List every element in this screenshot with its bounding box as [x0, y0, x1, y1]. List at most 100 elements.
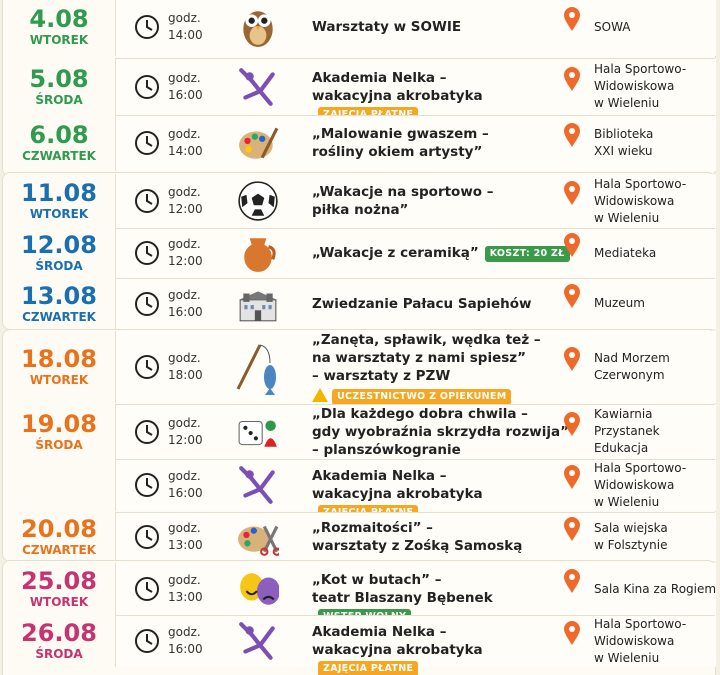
title-line: „Rozmaitości” – [312, 519, 433, 536]
time: godz. 16:00 [168, 624, 203, 658]
time-value: 16:00 [168, 486, 203, 500]
location-line: w Wieleniu [594, 650, 660, 665]
icon [239, 622, 275, 660]
row-separator [115, 228, 715, 229]
clock-icon [135, 189, 159, 213]
location-line: Hala Sportowo- [594, 176, 687, 191]
weekday: CZWARTEK [22, 309, 96, 324]
time: godz. 16:00 [168, 287, 203, 321]
pin-icon [564, 283, 580, 308]
time-label: godz. [168, 520, 201, 535]
pin-icon [564, 347, 580, 371]
clock-icon [135, 241, 159, 265]
clock-icon [135, 419, 159, 444]
location-line: Sala Kina za Rogiem [594, 581, 717, 596]
date: 20.08 [21, 514, 97, 543]
pin-icon [564, 516, 580, 541]
weekday: ŚRODA [35, 92, 83, 107]
title-line: „Dla każdego dobra chwila – [312, 405, 528, 422]
event-title: „Dla każdego dobra chwila – gdy wyobraźni… [312, 405, 572, 459]
date-cell: 20.08 CZWARTEK [0, 516, 118, 558]
title-line: „Wakacje z ceramiką” KOSZT: 20 ZŁ [312, 244, 572, 262]
location-line: Przystanek [594, 424, 660, 438]
row-separator [115, 459, 715, 460]
badge-line: UCZESTNICTWO Z OPIEKUNEM [312, 387, 572, 405]
date-cell: 13.08 CZWARTEK [0, 283, 118, 325]
time-label: godz. [168, 351, 201, 365]
location: Biblioteka XXI wieku [594, 126, 718, 160]
time-label: godz. [168, 11, 201, 25]
icon [238, 525, 279, 556]
time-label: godz. [168, 127, 201, 141]
location-line: Mediateka [594, 245, 657, 260]
pin-icon [564, 123, 580, 147]
time-value: 13:00 [168, 537, 203, 552]
title-line: Warsztaty w SOWIE [312, 19, 462, 35]
date-cell: 11.08 WTOREK [0, 180, 118, 222]
location-line: Biblioteka [594, 127, 654, 141]
location: Hala Sportowo- Widowiskowa w Wieleniu [594, 460, 718, 511]
date: 4.08 [29, 5, 89, 33]
date-cell: 5.08 ŚRODA [0, 66, 118, 108]
event-title: Akademia Nelka –wakacyjna akrobatykaZAJĘ… [312, 623, 572, 675]
date: 26.08 [21, 619, 97, 647]
location-line: Muzeum [594, 296, 645, 310]
weekday: ŚRODA [35, 437, 83, 452]
location-line: w Wieleniu [594, 494, 660, 509]
event-title: Akademia Nelka –wakacyjna akrobatykaZAJĘ… [312, 69, 572, 123]
time: godz. 14:00 [168, 10, 203, 44]
location-line: Hala Sportowo- [594, 460, 687, 475]
title-line: Akademia Nelka – [312, 69, 447, 86]
time-label: godz. [168, 573, 201, 587]
location-line: XXI wieku [594, 144, 653, 158]
time: godz. 18:00 [168, 350, 203, 384]
date-cell: 4.08 WTOREK [0, 6, 118, 48]
location-line: w Folsztynie [594, 537, 668, 552]
location: SOWA [594, 19, 718, 36]
clock-icon [135, 291, 159, 316]
badge: UCZESTNICTWO Z OPIEKUNEM [332, 389, 512, 405]
weekday: WTOREK [29, 33, 89, 47]
event-title: „Wakacje na sportowo – piłka nożna” [312, 183, 572, 219]
time-value: 13:00 [168, 590, 203, 604]
location: Kawiarnia Przystanek Edukacja [594, 406, 718, 457]
date: 6.08 [29, 121, 89, 149]
day-card [115, 174, 716, 228]
date-cell: 26.08 ŚRODA [0, 620, 118, 662]
date-cell: 25.08 WTOREK [0, 568, 118, 610]
time-label: godz. [168, 625, 201, 639]
time-label: godz. [168, 287, 201, 302]
row-separator [115, 404, 715, 405]
title-line: „Wakacje na sportowo – [312, 184, 494, 200]
event-title: Warsztaty w SOWIE [312, 18, 572, 36]
date-cell: 18.08 WTOREK [0, 346, 118, 388]
day-card [115, 115, 716, 171]
badge: ZAJĘCIA PŁATNE [318, 661, 419, 675]
title-line: – warsztaty z PZW [312, 368, 451, 384]
weekday: ŚRODA [35, 259, 83, 273]
time-value: 12:00 [168, 254, 203, 268]
location: Hala Sportowo- Widowiskowa w Wieleniu [594, 176, 718, 227]
row-separator [115, 615, 715, 616]
pin-icon [564, 465, 580, 489]
time: godz. 12:00 [168, 236, 203, 270]
clock-icon [135, 355, 159, 379]
location: Hala Sportowo- Widowiskowa w Wieleniu [594, 61, 718, 112]
location: Mediateka [594, 245, 718, 262]
event-title: „Malowanie gwaszem – rośliny okiem artyst… [312, 125, 572, 161]
title-line: Akademia Nelka – [312, 624, 447, 640]
day-card [115, 615, 716, 667]
time: godz. 16:00 [168, 70, 203, 104]
title-line: „Kot w butach” – [312, 572, 442, 588]
pin-icon [564, 181, 580, 205]
date: 12.08 [21, 231, 97, 259]
clock-icon [135, 524, 159, 549]
title-line: rośliny okiem artysty” [312, 144, 483, 160]
day-card [115, 58, 716, 115]
time: godz. 14:00 [168, 126, 203, 160]
location-line: Widowiskowa [594, 633, 675, 648]
time: godz. 12:00 [168, 184, 203, 218]
time-label: godz. [168, 237, 201, 251]
day-card [115, 228, 716, 278]
